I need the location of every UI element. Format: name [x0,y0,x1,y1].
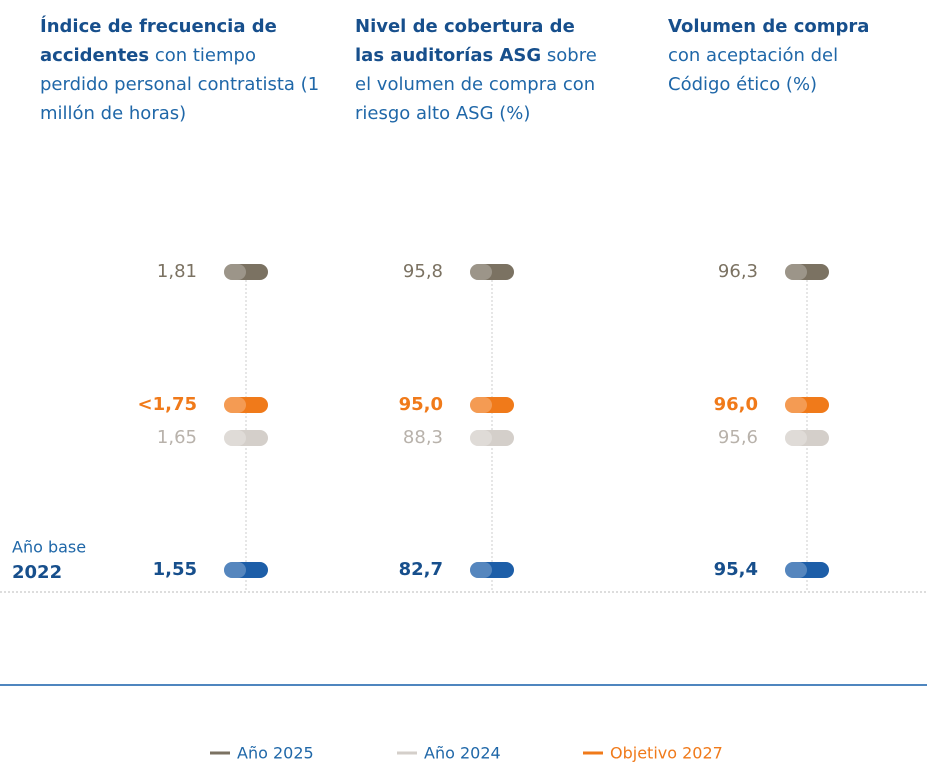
title-bold: Nivel de cobertura de las auditorías ASG [355,16,575,66]
value-label: 82,7 [399,559,443,580]
value-label: 1,65 [157,427,197,448]
base-label: Año base [12,538,86,557]
pill [224,430,268,446]
legend-label: Año 2024 [424,744,501,763]
value-label: 95,6 [718,427,758,448]
pill [470,264,514,280]
panel-title: Volumen de compra con aceptación del Cód… [668,12,893,99]
legend-label: Año 2025 [237,744,314,763]
value-label: 95,4 [714,559,758,580]
value-label: 96,0 [714,394,758,415]
value-label: 95,8 [403,261,443,282]
base-year: 2022 [12,562,62,583]
pill [470,562,514,578]
pill [224,562,268,578]
value-label: <1,75 [138,394,198,415]
title-bold: Índice de frecuencia de accidentes [40,16,277,66]
title-rest: sobre el volumen de compra con riesgo al… [355,45,597,124]
title-rest: con tiempo perdido personal contratista … [40,45,320,124]
pill [470,430,514,446]
panel-title: Nivel de cobertura de las auditorías ASG… [355,12,605,128]
panel-title: Índice de frecuencia de accidentes con t… [40,12,325,128]
pill [470,397,514,413]
value-label: 88,3 [403,427,443,448]
value-label: 1,55 [153,559,197,580]
pill [785,562,829,578]
pill [785,397,829,413]
pill [785,264,829,280]
value-label: 1,81 [157,261,197,282]
pill [224,397,268,413]
pill [224,264,268,280]
legend-label: Objetivo 2027 [610,744,723,763]
pill [785,430,829,446]
value-label: 95,0 [399,394,443,415]
title-rest: con aceptación del Código ético (%) [668,45,839,95]
title-bold: Volumen de compra [668,16,870,37]
value-label: 96,3 [718,261,758,282]
